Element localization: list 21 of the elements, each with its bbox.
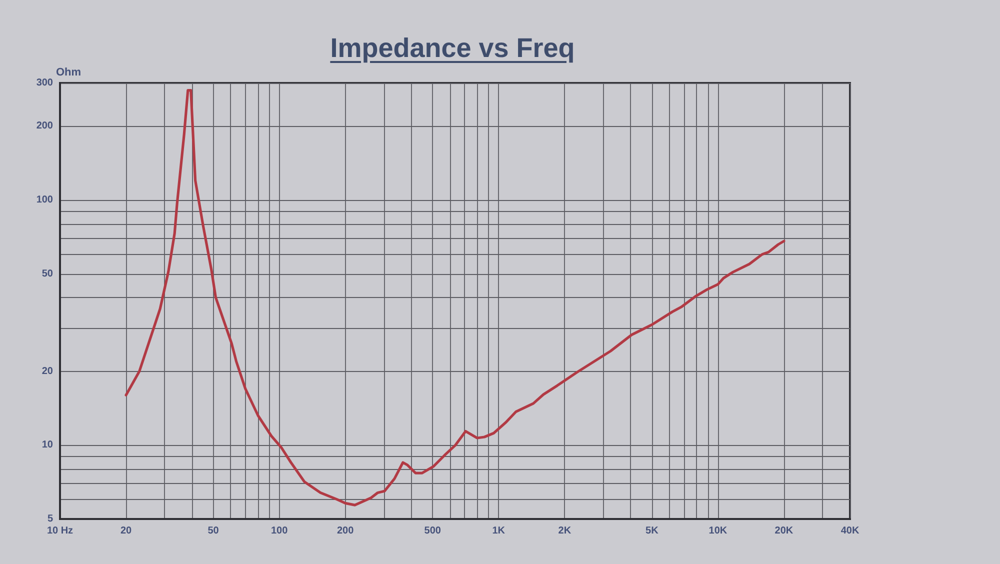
y-tick-label: 100 xyxy=(36,194,54,206)
x-tick-label: 10K xyxy=(708,526,728,536)
x-tick-label: 2K xyxy=(558,526,572,536)
x-tick-label: 5K xyxy=(646,526,660,536)
y-tick-label: 10 xyxy=(42,440,54,451)
x-tick-label: 20K xyxy=(774,526,794,536)
y-tick-label: 20 xyxy=(42,366,54,377)
y-tick-label: 5 xyxy=(47,514,54,524)
x-tick-label: 10 Hz xyxy=(46,526,74,536)
x-tick-label: 100 xyxy=(270,526,288,536)
x-tick-label: 40K xyxy=(840,526,860,536)
y-axis-title: Ohm xyxy=(56,66,82,79)
x-tick-label: 500 xyxy=(424,526,442,536)
x-tick-label: 200 xyxy=(336,526,354,536)
x-tick-label: 1K xyxy=(492,526,506,536)
y-tick-label: 50 xyxy=(42,268,54,280)
y-tick-label: 200 xyxy=(36,120,54,132)
x-tick-label: 50 xyxy=(208,526,220,536)
x-tick-label: 20 xyxy=(120,526,132,536)
y-tick-label: 300 xyxy=(36,78,54,88)
chart-title: Impedance vs Freq xyxy=(329,33,576,64)
